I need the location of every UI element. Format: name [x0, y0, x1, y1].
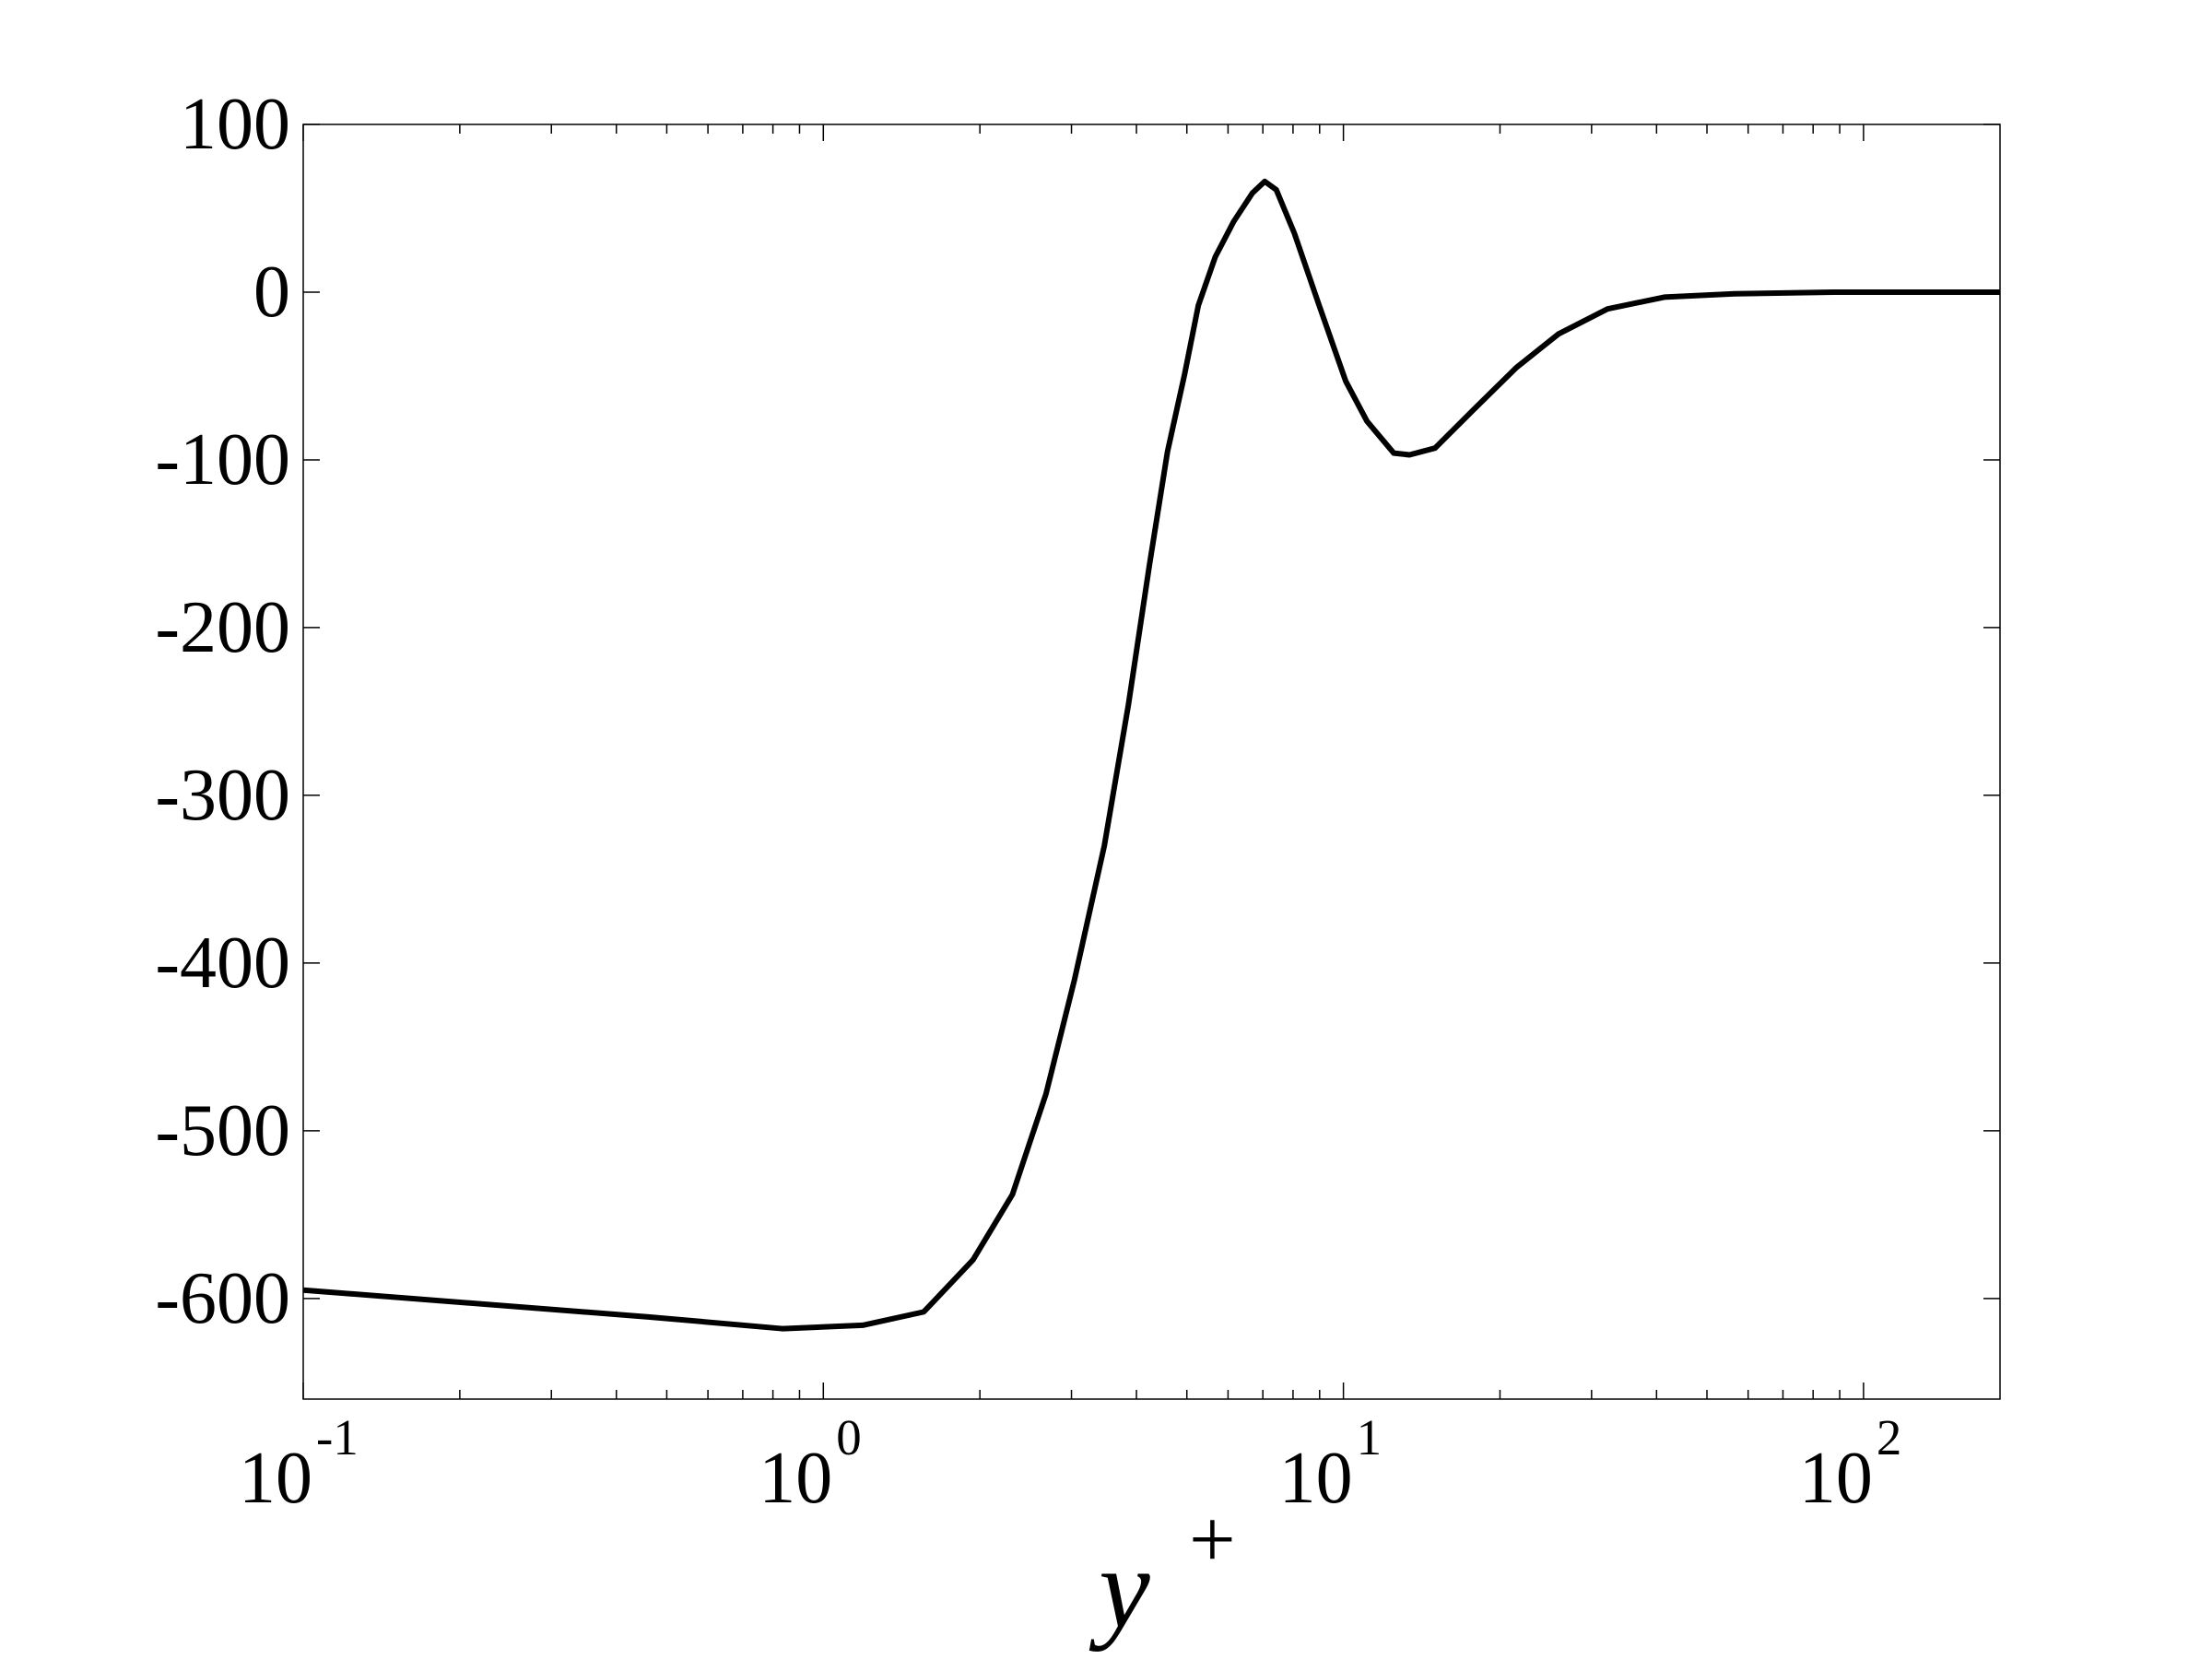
x-axis-label-superscript: +	[1189, 1494, 1236, 1585]
y-tick-label: -200	[155, 587, 290, 668]
data-line	[302, 178, 2000, 1332]
x-tick-label: 10	[759, 1438, 832, 1519]
y-tick-label: -600	[155, 1258, 290, 1339]
x-tick-exponent: 0	[836, 1409, 862, 1465]
y-tick-label: -100	[155, 419, 290, 500]
y-tick-label: -500	[155, 1090, 290, 1171]
y-tick-label: 0	[253, 252, 290, 333]
x-tick-label: 10	[1799, 1438, 1873, 1519]
x-tick-label: 10	[239, 1438, 312, 1519]
x-axis-label: y	[1088, 1525, 1150, 1653]
y-tick-label: -300	[155, 755, 290, 836]
x-tick-exponent: 1	[1357, 1409, 1382, 1465]
plot-frame	[302, 124, 2001, 1400]
y-tick-label: 100	[180, 84, 290, 165]
x-tick-exponent: 2	[1877, 1409, 1902, 1465]
x-tick-label: 10	[1279, 1438, 1353, 1519]
x-tick-exponent: -1	[316, 1409, 359, 1465]
y-tick-label: -400	[155, 923, 290, 1004]
